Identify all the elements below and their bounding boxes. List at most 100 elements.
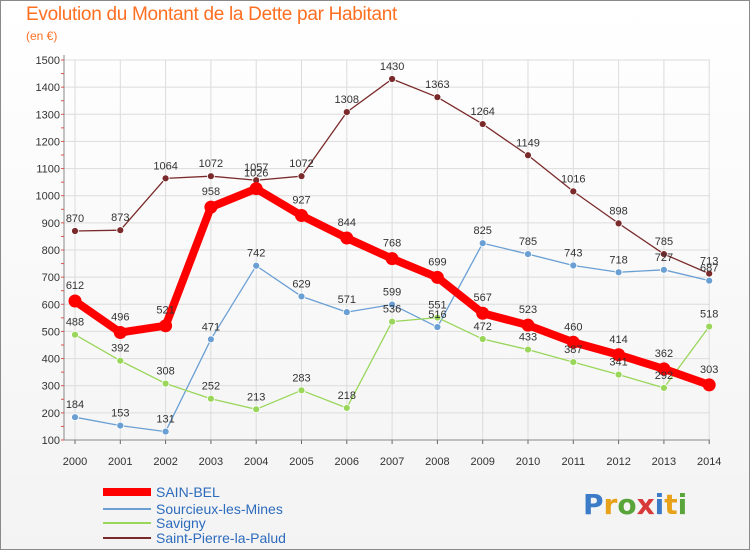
data-point — [161, 427, 170, 436]
data-label: 1430 — [380, 61, 404, 73]
data-point — [614, 370, 623, 379]
data-point — [206, 172, 215, 181]
data-point — [660, 250, 668, 258]
data-label: 825 — [474, 225, 492, 237]
data-point — [702, 378, 716, 392]
data-label: 1064 — [153, 160, 177, 172]
data-label: 1149 — [516, 137, 540, 149]
y-tick-label: 1000 — [36, 191, 60, 203]
y-tick-label: 100 — [42, 435, 60, 447]
data-point — [297, 172, 306, 181]
legend-swatch — [103, 537, 151, 539]
x-tick-label: 2009 — [470, 456, 494, 468]
data-label: 768 — [383, 238, 401, 250]
data-point — [342, 108, 351, 117]
data-point — [161, 174, 170, 183]
x-tick-label: 2006 — [335, 456, 359, 468]
legend-item: Saint-Pierre-la-Palud — [103, 530, 286, 546]
data-point — [569, 261, 578, 270]
legend-swatch — [103, 522, 151, 524]
data-label: 523 — [519, 304, 537, 316]
data-point — [340, 231, 354, 245]
data-label: 303 — [700, 364, 718, 376]
data-label: 742 — [247, 248, 265, 260]
data-label: 213 — [247, 391, 265, 403]
data-label: 536 — [383, 304, 401, 316]
data-point — [705, 276, 714, 285]
data-point — [71, 330, 79, 339]
data-label: 516 — [428, 309, 446, 321]
y-tick-label: 1100 — [36, 164, 60, 176]
data-point — [71, 413, 79, 422]
data-label: 727 — [655, 252, 673, 264]
logo-letter: t — [664, 488, 678, 521]
x-tick-label: 2000 — [63, 456, 87, 468]
data-point — [388, 317, 397, 326]
data-label: 699 — [428, 256, 446, 268]
data-label: 1026 — [244, 168, 268, 180]
data-label: 362 — [655, 348, 673, 360]
data-point — [478, 335, 487, 343]
x-tick-label: 2004 — [244, 456, 268, 468]
logo-letter: x — [636, 488, 655, 521]
data-point — [614, 268, 623, 277]
data-point — [206, 394, 215, 403]
data-label: 131 — [156, 414, 174, 426]
data-label: 567 — [474, 292, 492, 304]
x-tick-label: 2008 — [425, 456, 449, 468]
y-tick-label: 400 — [42, 354, 60, 366]
data-label: 308 — [156, 366, 174, 378]
data-label: 785 — [519, 236, 537, 248]
data-point — [116, 421, 125, 430]
y-tick-label: 1300 — [36, 109, 60, 121]
data-label: 743 — [564, 247, 582, 259]
data-point — [71, 227, 79, 235]
logo-letter: i — [654, 488, 665, 521]
y-tick-label: 500 — [42, 326, 60, 338]
data-point — [297, 386, 306, 395]
data-label: 1363 — [425, 79, 449, 91]
x-tick-label: 2005 — [289, 456, 313, 468]
data-label: 599 — [383, 287, 401, 299]
data-label: 252 — [202, 381, 220, 393]
legend-label: Sourcieux-les-Mines — [156, 501, 283, 517]
data-point — [68, 294, 82, 308]
y-tick-label: 300 — [42, 381, 60, 393]
x-tick-label: 2013 — [652, 456, 676, 468]
y-tick-label: 800 — [42, 245, 60, 257]
data-point — [524, 250, 532, 258]
y-tick-label: 1500 — [36, 55, 60, 67]
proxiti-logo: Proxiti — [583, 488, 687, 521]
data-label: 488 — [66, 317, 84, 329]
data-label: 551 — [428, 300, 446, 312]
data-point — [521, 318, 535, 332]
data-point — [388, 75, 397, 83]
y-tick-label: 700 — [42, 272, 60, 284]
data-label: 184 — [66, 399, 84, 411]
y-tick-label: 600 — [42, 299, 60, 311]
data-label: 472 — [474, 321, 492, 333]
data-point — [476, 306, 490, 320]
legend-label: Savigny — [156, 515, 206, 531]
data-point — [252, 261, 261, 270]
legend-item: SAIN-BEL — [103, 484, 220, 500]
data-label: 283 — [292, 372, 310, 384]
data-point — [252, 405, 261, 414]
chart-subtitle: (en €) — [26, 29, 58, 43]
data-label: 433 — [519, 332, 537, 344]
data-label: 873 — [111, 212, 129, 224]
data-label: 218 — [338, 390, 356, 402]
data-label: 496 — [111, 312, 129, 324]
data-point — [478, 120, 487, 128]
data-point — [524, 151, 532, 160]
legend-swatch — [103, 508, 151, 510]
data-label: 387 — [564, 344, 582, 356]
data-point — [295, 209, 308, 223]
data-label: 1072 — [199, 158, 223, 170]
data-label: 1016 — [561, 173, 585, 185]
data-point — [705, 322, 714, 331]
data-point — [159, 319, 173, 333]
data-point — [614, 219, 623, 228]
data-label: 471 — [202, 321, 220, 333]
legend-item: Sourcieux-les-Mines — [103, 501, 283, 517]
